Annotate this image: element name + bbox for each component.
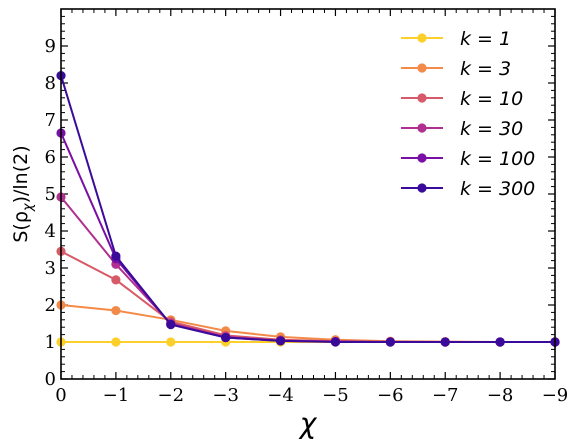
legend: k = 1 k = 3 k = 10 k = 30 k = 100 k = 300 [401,28,535,200]
legend-marker [417,183,427,193]
x-axis-label: χ [298,407,318,440]
data-point [495,337,505,347]
x-tick-label: −4 [267,385,294,406]
legend-entry: k = 30 [401,118,523,140]
data-point [166,337,176,347]
x-tick-label: −1 [103,385,130,406]
series-line [60,196,555,343]
legend-label: k = 100 [460,148,535,170]
x-tick-label: −6 [377,385,404,406]
series-layer [56,71,560,347]
svg-text:S(ρχ)/ln(2): S(ρχ)/ln(2) [10,145,36,242]
x-tick-label: 0 [55,385,66,406]
data-point [111,305,121,316]
data-point [111,275,121,285]
x-tick-label: −5 [322,385,349,406]
legend-label: k = 10 [460,88,523,110]
legend-entry: k = 10 [401,88,523,110]
legend-entry: k = 3 [401,58,511,80]
data-point [221,332,231,343]
y-tick-label: 8 [45,73,56,94]
y-tick-label: 7 [45,110,56,131]
y-axis-label: S(ρχ)/ln(2) [10,145,36,242]
legend-marker [417,63,427,73]
legend-label: k = 300 [460,178,535,200]
legend-marker [417,93,427,103]
data-point [111,337,121,347]
legend-entry: k = 100 [401,148,535,170]
data-point [275,336,286,346]
legend-label: k = 30 [460,118,523,140]
y-tick-label: 9 [45,36,56,57]
y-tick-label: 4 [45,221,56,242]
series-2 [56,246,560,347]
y-tick-label: 6 [45,147,56,168]
series-line [60,304,555,343]
legend-label: k = 3 [460,58,511,80]
data-point [385,337,395,347]
y-tick-label: 1 [45,332,56,353]
x-tick-label: −9 [542,385,569,406]
x-tick-label: −7 [432,385,459,406]
legend-marker [417,33,427,43]
series-3 [56,192,560,347]
series-5 [56,71,560,347]
legend-marker [417,153,427,163]
x-tick-label: −8 [487,385,514,406]
data-point [166,320,176,330]
legend-label: k = 1 [460,28,511,50]
y-tick-label: 0 [45,369,56,390]
x-tick-label: −3 [212,385,239,406]
legend-entry: k = 300 [401,178,535,200]
data-point [111,251,121,261]
legend-marker [417,123,427,133]
data-point [440,337,450,347]
series-line [60,250,555,343]
y-tick-label: 2 [45,295,56,316]
series-line [60,75,555,343]
plot-frame [60,8,556,380]
data-point [330,337,341,347]
legend-entry: k = 1 [401,28,511,50]
y-tick-label: 5 [45,184,56,205]
tick-labels: 0 −1 −2 −3 −4 −5 −6 −7 −8 −9 0 1 2 3 4 5 6 7 8 9 [45,36,569,406]
y-tick-label: 3 [45,258,56,279]
x-tick-label: −2 [158,385,185,406]
